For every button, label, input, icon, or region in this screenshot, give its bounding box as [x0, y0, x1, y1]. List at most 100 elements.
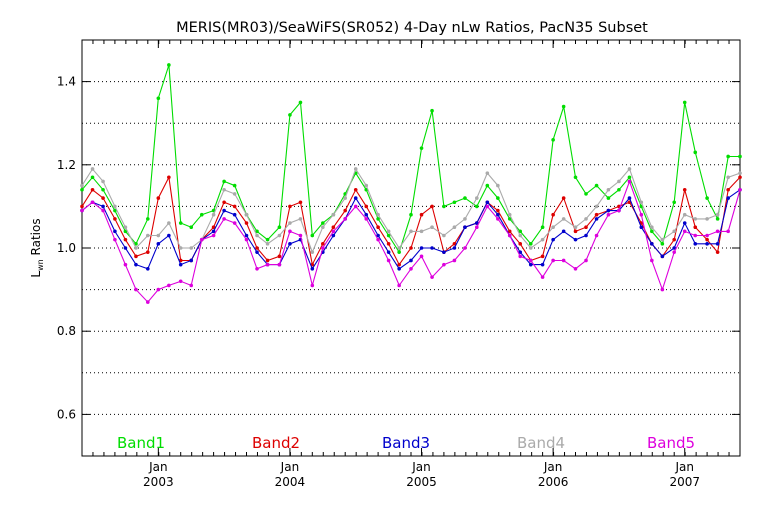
data-point-band2: [298, 200, 303, 205]
data-point-band1: [310, 233, 315, 238]
data-point-band5: [551, 258, 555, 263]
data-point-band5: [244, 237, 249, 242]
data-point-band4: [705, 217, 709, 221]
data-point-band3: [485, 200, 490, 205]
data-point-band5: [255, 267, 259, 271]
data-point-band4: [211, 212, 216, 217]
data-point-band4: [353, 167, 358, 171]
data-point-band3: [244, 233, 249, 238]
data-point-band5: [80, 208, 84, 213]
legend-entry-band4: Band4: [517, 434, 565, 452]
data-point-band2: [672, 237, 676, 242]
data-point-band3: [693, 242, 698, 246]
data-point-band4: [485, 171, 490, 175]
data-point-band1: [298, 100, 303, 105]
legend-entry-band3: Band3: [382, 434, 430, 452]
data-point-band4: [189, 246, 194, 250]
data-point-band3: [386, 250, 391, 254]
data-point-band3: [452, 246, 457, 250]
data-point-band3: [310, 267, 315, 271]
data-point-band5: [693, 233, 698, 238]
data-point-band3: [288, 242, 292, 246]
data-point-band2: [540, 254, 545, 259]
data-point-band5: [364, 217, 369, 221]
data-point-band3: [606, 208, 611, 213]
data-point-band5: [409, 267, 413, 271]
data-point-band5: [397, 283, 401, 288]
data-point-band5: [518, 254, 523, 259]
data-point-band3: [650, 242, 654, 246]
data-point-band5: [726, 229, 730, 234]
data-point-band1: [715, 217, 720, 221]
y-tick-label: 1.4: [57, 75, 76, 89]
y-tick-label: 1.0: [57, 241, 76, 255]
data-point-band3: [660, 254, 665, 259]
x-tick-month-label: Jan: [543, 460, 563, 474]
series-line-band5: [81, 179, 741, 303]
data-point-band1: [452, 200, 457, 205]
x-tick-year-label: 2006: [538, 475, 569, 489]
data-point-band3: [376, 233, 380, 238]
data-point-band2: [561, 196, 566, 200]
x-tick-year-label: 2004: [275, 475, 306, 489]
data-point-band1: [496, 196, 500, 200]
data-point-band5: [101, 208, 105, 213]
data-point-band3: [627, 196, 632, 200]
data-point-band5: [715, 229, 720, 234]
data-point-band2: [353, 187, 358, 192]
x-tick-month-label: Jan: [148, 460, 168, 474]
data-point-band5: [310, 283, 315, 288]
data-point-band4: [606, 187, 611, 192]
data-point-band4: [364, 183, 369, 188]
data-point-band4: [561, 217, 566, 221]
data-point-band2: [584, 225, 588, 229]
data-point-band5: [298, 233, 303, 238]
data-point-band4: [90, 167, 95, 171]
data-point-band4: [288, 221, 292, 225]
data-point-band1: [288, 113, 292, 117]
data-point-band4: [409, 229, 413, 234]
data-point-band5: [507, 233, 512, 238]
data-point-band1: [222, 179, 226, 184]
data-point-band4: [430, 225, 434, 229]
data-point-band5: [353, 204, 358, 209]
x-tick-year-label: 2003: [143, 475, 174, 489]
data-point-band3: [584, 233, 588, 238]
data-point-band3: [573, 237, 578, 242]
y-axis-label-rest: Ratios: [29, 218, 43, 259]
data-point-band1: [134, 242, 138, 246]
data-point-band3: [726, 196, 730, 200]
data-point-band2: [265, 258, 270, 263]
data-point-band2: [364, 204, 369, 209]
data-point-band2: [211, 225, 216, 229]
data-point-band1: [397, 250, 401, 254]
data-point-band2: [409, 246, 413, 250]
data-point-band4: [496, 183, 500, 188]
x-tick-month-label: Jan: [674, 460, 694, 474]
data-point-band3: [156, 242, 161, 246]
data-point-band3: [639, 225, 644, 229]
data-point-band2: [222, 200, 226, 205]
data-point-band3: [705, 242, 709, 246]
data-point-band5: [343, 217, 348, 221]
data-point-band5: [277, 262, 282, 267]
data-point-band3: [178, 262, 183, 267]
data-point-band1: [705, 196, 709, 200]
data-point-band5: [167, 283, 171, 288]
data-point-band5: [265, 262, 270, 267]
data-point-band4: [222, 187, 226, 192]
data-point-band1: [277, 225, 282, 229]
data-point-band1: [409, 212, 413, 217]
data-point-band3: [134, 262, 138, 267]
data-point-band2: [573, 229, 578, 234]
data-point-band3: [475, 221, 479, 225]
data-point-band5: [561, 258, 566, 263]
data-point-band5: [189, 283, 194, 288]
data-point-band5: [606, 212, 611, 217]
chart-title: MERIS(MR03)/SeaWiFS(SR052) 4-Day nLw Rat…: [176, 20, 648, 36]
x-tick-year-label: 2005: [406, 475, 437, 489]
data-point-band3: [715, 242, 720, 246]
data-point-band2: [507, 229, 512, 234]
y-axis-label-main: L: [29, 271, 43, 278]
data-point-band3: [211, 229, 216, 234]
